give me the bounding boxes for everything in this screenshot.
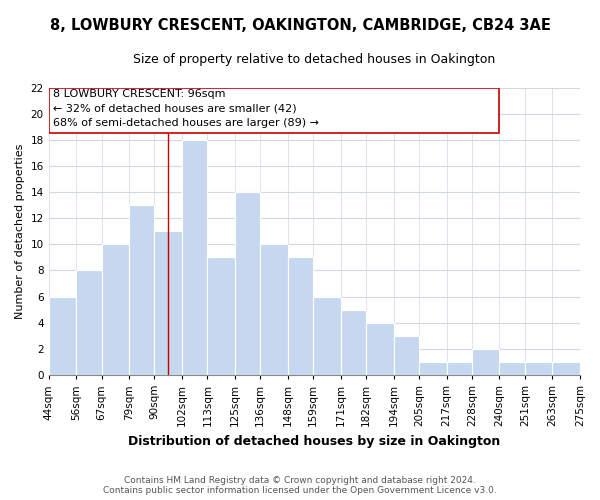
Text: 68% of semi-detached houses are larger (89) →: 68% of semi-detached houses are larger (… <box>53 118 319 128</box>
Bar <box>313 296 341 375</box>
Bar <box>101 244 129 375</box>
Text: ← 32% of detached houses are smaller (42): ← 32% of detached houses are smaller (42… <box>53 104 297 114</box>
Bar <box>525 362 553 375</box>
Bar <box>446 362 472 375</box>
X-axis label: Distribution of detached houses by size in Oakington: Distribution of detached houses by size … <box>128 434 500 448</box>
Text: Contains HM Land Registry data © Crown copyright and database right 2024.
Contai: Contains HM Land Registry data © Crown c… <box>103 476 497 495</box>
Bar <box>182 140 208 375</box>
Bar <box>394 336 419 375</box>
Text: 8, LOWBURY CRESCENT, OAKINGTON, CAMBRIDGE, CB24 3AE: 8, LOWBURY CRESCENT, OAKINGTON, CAMBRIDG… <box>50 18 550 32</box>
Bar <box>366 322 394 375</box>
Bar <box>472 349 499 375</box>
Y-axis label: Number of detached properties: Number of detached properties <box>15 144 25 319</box>
Bar <box>49 88 499 133</box>
Title: Size of property relative to detached houses in Oakington: Size of property relative to detached ho… <box>133 52 496 66</box>
Bar <box>341 310 366 375</box>
Bar <box>154 232 182 375</box>
Bar <box>419 362 446 375</box>
Bar <box>553 362 580 375</box>
Bar <box>129 205 154 375</box>
Bar <box>49 296 76 375</box>
Bar <box>288 258 313 375</box>
Bar <box>208 258 235 375</box>
Bar <box>260 244 288 375</box>
Bar <box>76 270 101 375</box>
Bar <box>235 192 260 375</box>
Text: 8 LOWBURY CRESCENT: 96sqm: 8 LOWBURY CRESCENT: 96sqm <box>53 89 226 99</box>
Bar <box>499 362 525 375</box>
